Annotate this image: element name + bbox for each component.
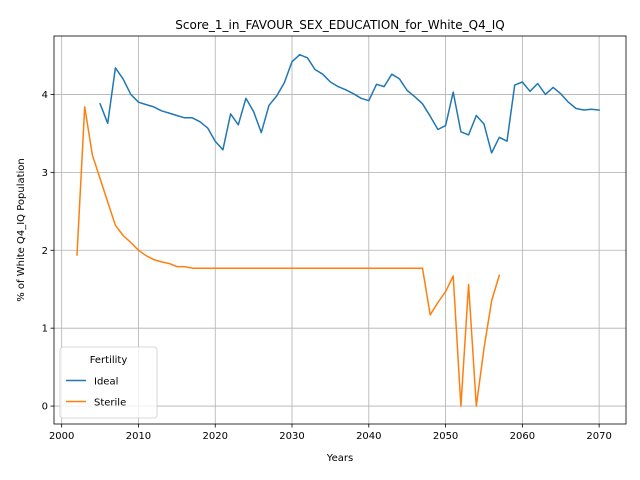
grid (54, 36, 626, 424)
y-axis-label: % of White Q4_IQ Population (16, 158, 27, 302)
legend-title: Fertility (90, 355, 128, 366)
legend-box (59, 346, 158, 419)
y-tick-label: 4 (42, 90, 48, 101)
x-axis-label: Years (326, 453, 353, 464)
x-tick-label: 2020 (203, 431, 228, 442)
x-axis-ticks: 2000 2010 2020 2030 2040 2050 2060 2070 (49, 424, 612, 442)
series-line-ideal (99, 53, 600, 154)
plot-series (76, 53, 600, 407)
legend-label-ideal: Ideal (94, 377, 118, 388)
x-tick-label: 2030 (279, 431, 304, 442)
y-tick-label: 1 (42, 324, 48, 335)
x-tick-label: 2070 (586, 431, 611, 442)
legend-label-sterile: Sterile (94, 398, 126, 409)
x-tick-label: 2060 (510, 431, 535, 442)
y-tick-label: 2 (42, 246, 48, 257)
legend: Fertility Ideal Sterile (59, 346, 158, 419)
x-tick-label: 2050 (433, 431, 458, 442)
x-tick-label: 2010 (126, 431, 151, 442)
x-tick-label: 2000 (49, 431, 74, 442)
y-axis-ticks: 0 1 2 3 4 (42, 90, 54, 413)
series-line-sterile (76, 106, 501, 407)
plot-frame (53, 35, 627, 425)
x-tick-label: 2040 (356, 431, 381, 442)
y-tick-label: 3 (42, 168, 48, 179)
chart-title: Score_1_in_FAVOUR_SEX_EDUCATION_for_Whit… (175, 18, 504, 32)
y-tick-label: 0 (42, 402, 48, 413)
